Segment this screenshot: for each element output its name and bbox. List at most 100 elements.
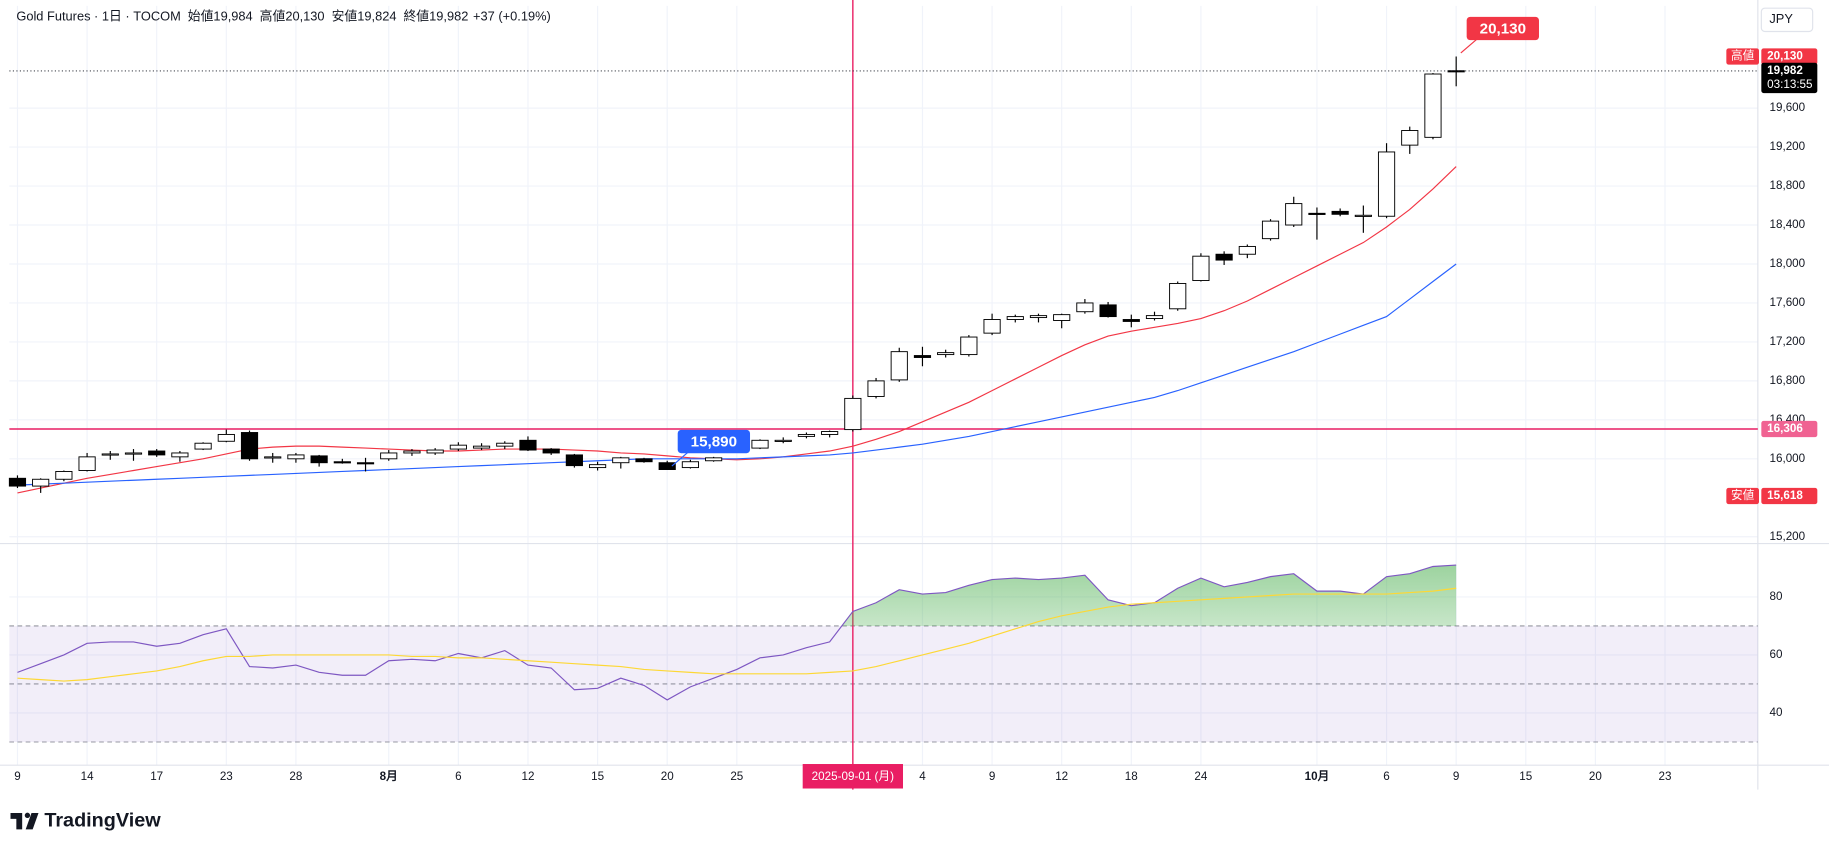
candle-body [635, 458, 653, 463]
candle-body [913, 355, 932, 358]
candle-body [217, 433, 235, 442]
callout-box [677, 429, 751, 454]
price-label-time: 03:13:55 [1767, 78, 1812, 91]
candle-body [612, 457, 630, 464]
x-tick-label: 20 [1589, 770, 1602, 783]
candle-body [1354, 214, 1372, 217]
callout-pointer [1460, 38, 1478, 54]
candle-body [1331, 210, 1349, 215]
candle-body [844, 397, 862, 431]
candle-body [426, 449, 444, 454]
candle-body [960, 336, 978, 356]
candle-body [380, 452, 398, 460]
ohlc-tag: 始値 [188, 9, 214, 24]
rsi-line [17, 564, 1457, 701]
x-tick-label: 9 [989, 770, 995, 783]
candle-body [101, 453, 119, 456]
callout-box [1466, 16, 1539, 41]
candle-body [449, 444, 467, 450]
candle-body [705, 457, 723, 462]
candle-body [8, 477, 27, 487]
currency[interactable]: JPY [1769, 11, 1793, 26]
price-label-box [1761, 62, 1818, 94]
candle-body [1238, 245, 1256, 255]
x-tick-label: 4 [919, 770, 926, 783]
y-tick-label: 18,000 [1769, 257, 1805, 270]
candle-body [1192, 255, 1210, 282]
price-label-box [1761, 487, 1818, 505]
x-tick-label: 15 [591, 770, 604, 783]
currency-button[interactable] [1760, 7, 1814, 33]
price-label: 15,618 [1767, 489, 1803, 502]
candle-body [1006, 316, 1024, 320]
candle-body [658, 462, 676, 470]
logo-dot [24, 812, 31, 819]
x-tick-label: 9 [1453, 770, 1459, 783]
candle-body [472, 445, 491, 449]
x-tick-label: 9 [14, 770, 20, 783]
date-marker-box [802, 764, 903, 789]
rsi-tick-label: 60 [1769, 648, 1782, 661]
candle-body [194, 442, 212, 450]
candle-body [124, 452, 143, 455]
ohlc-tag: 高値 [260, 9, 286, 24]
callout-pointer [671, 451, 689, 467]
x-tick-label: 10月 [1305, 770, 1330, 783]
rsi-overbought-fill [841, 565, 1457, 626]
candle-body [1122, 319, 1140, 322]
price-label-box [1761, 420, 1818, 438]
y-tick-label: 15,200 [1769, 530, 1805, 543]
ohlc-value: 20,130 [285, 9, 324, 24]
candle-body [333, 461, 351, 464]
moving-average [17, 263, 1457, 486]
candle-body [797, 433, 816, 437]
y-tick-label: 18,800 [1769, 179, 1805, 192]
date-marker: 2025-09-01 (月) [812, 770, 894, 783]
candle-body [1099, 304, 1117, 318]
ohlc-tag: 終値 [403, 9, 429, 24]
candle-body [403, 450, 421, 454]
rsi-line [17, 587, 1457, 682]
rsi-tick-label: 40 [1769, 706, 1782, 719]
price-tag-box [1726, 48, 1760, 65]
candle-body [1377, 151, 1396, 217]
candle-body [867, 380, 885, 397]
brand-logo[interactable]: TradingView [10, 809, 162, 831]
candle-body [1169, 282, 1187, 310]
candle-body [1029, 315, 1048, 319]
callout-label: 20,130 [1480, 21, 1526, 38]
candle-body [983, 319, 1001, 334]
candle-body [148, 450, 166, 456]
price-tag: 高値 [1731, 49, 1755, 63]
candle-body [287, 454, 305, 460]
brand[interactable]: TradingView [44, 809, 161, 831]
ohlc-tag: 安値 [332, 9, 358, 24]
candle-body [32, 478, 50, 487]
candle-body [821, 431, 839, 435]
logo-icon [10, 813, 39, 830]
candle-body [78, 456, 96, 471]
x-tick-label: 28 [289, 770, 302, 783]
ohlc-value: 19,824 [357, 9, 396, 24]
candle-body [356, 462, 375, 465]
y-tick-label: 17,200 [1769, 335, 1805, 348]
x-tick-label: 6 [455, 770, 461, 783]
price-tag: 安値 [1731, 488, 1755, 502]
price-label: 20,130 [1767, 50, 1803, 63]
x-tick-label: 14 [81, 770, 94, 783]
price-label: 16,306 [1767, 422, 1803, 435]
x-tick-label: 12 [521, 770, 534, 783]
x-tick-label: 8月 [380, 770, 398, 783]
candle-body [542, 448, 560, 454]
symbol: Gold Futures · 1日 · TOCOM [16, 9, 180, 24]
candle-body [1308, 212, 1326, 215]
candle-body [1285, 203, 1303, 226]
candle-body [240, 432, 259, 460]
y-tick-label: 17,600 [1769, 296, 1805, 309]
candle-body [937, 352, 955, 356]
callout-label: 15,890 [691, 434, 737, 451]
candle-body [890, 351, 908, 381]
